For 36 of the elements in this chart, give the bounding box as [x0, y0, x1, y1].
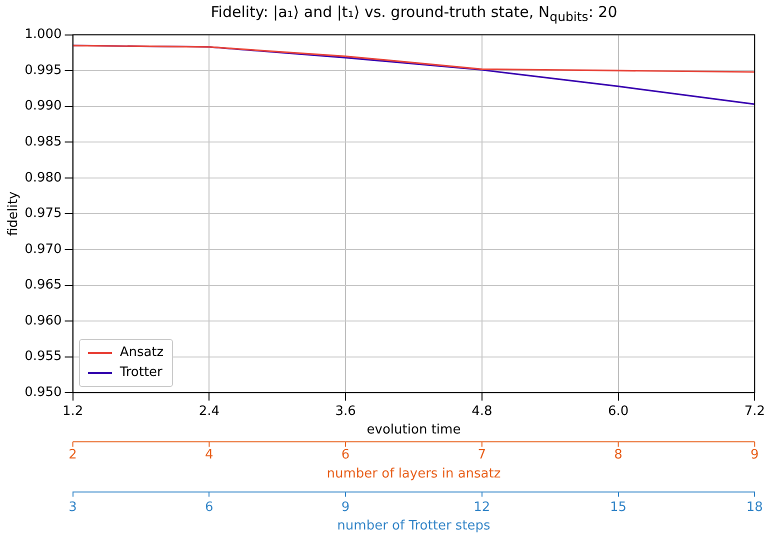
x-tick-label: 3.6 [335, 404, 356, 419]
x2-axis-title: number of Trotter steps [337, 518, 491, 534]
text: 7 [478, 448, 486, 463]
y-axis-title: fidelity [6, 191, 22, 236]
x2-tick-label: 3 [68, 500, 77, 515]
chart-title: Fidelity: |a₁⟩ and |t₁⟩ vs. ground-truth state, N$_{qubits}$: 20 [210, 2, 618, 24]
text: 2 [68, 448, 77, 463]
x2-tick-label: 18 [746, 500, 763, 515]
y-tick-label: 0.975 [24, 206, 62, 222]
text: 8 [614, 448, 622, 463]
x-tick-label: 7.2 [744, 404, 766, 419]
text: number of layers in ansatz [326, 466, 501, 482]
y-tick-label: 0.985 [24, 134, 62, 150]
text: 6 [341, 448, 350, 463]
x-tick-label: 6.0 [608, 404, 629, 419]
y-tick-label: 0.980 [24, 170, 62, 186]
x2-tick-label: 15 [610, 500, 627, 515]
x2-tick-label: 12 [474, 500, 490, 515]
y-tick-label: 0.995 [24, 62, 62, 78]
x-axis-title: evolution time [366, 422, 461, 438]
x-tick-label: 1.2 [62, 404, 84, 419]
y-tick-label: 0.970 [24, 242, 62, 257]
y-tick-label: 1.000 [24, 27, 62, 42]
legend-label: Trotter [120, 365, 162, 380]
y-tick-label: 0.960 [24, 313, 62, 328]
y-tick-label: 0.955 [24, 349, 62, 364]
y-tick-label: 0.950 [24, 384, 62, 400]
x2-tick-label: 9 [341, 500, 350, 515]
x2-tick-label: 6 [205, 500, 214, 515]
legend-label: Ansatz [120, 345, 164, 360]
text: 4 [205, 448, 214, 463]
y-tick-label: 0.990 [24, 98, 62, 114]
x-tick-label: 4.8 [472, 404, 492, 419]
text: 9 [750, 448, 759, 463]
y-tick-label: 0.965 [24, 278, 62, 293]
x-tick-label: 2.4 [198, 404, 220, 419]
